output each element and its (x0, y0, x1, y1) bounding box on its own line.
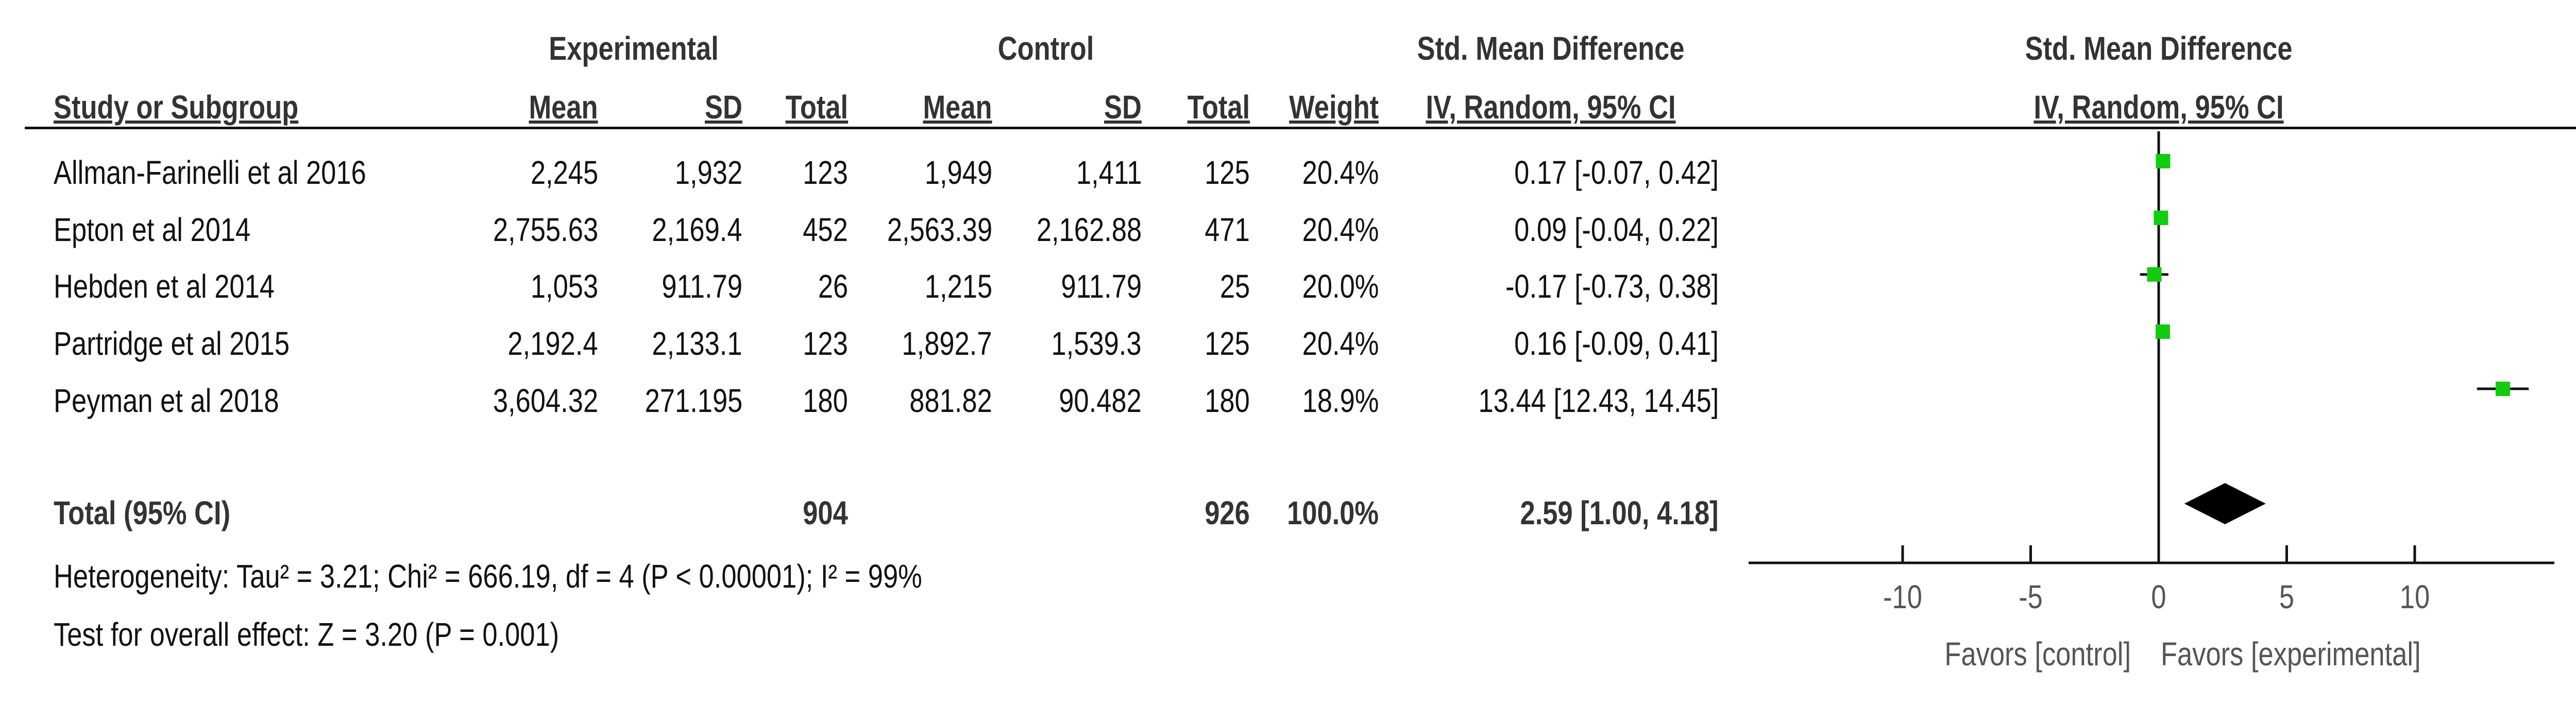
exp-mean: 2,245 (530, 154, 598, 191)
ctl-sd: 1,411 (1076, 154, 1142, 191)
ci-text: 0.09 [-0.04, 0.22] (1514, 211, 1719, 248)
ci-text: 0.16 [-0.09, 0.41] (1514, 325, 1719, 362)
header-rule (25, 127, 2576, 129)
study-name: Hebden et al 2014 (54, 268, 275, 305)
ctl-sd: 2,162.88 (1036, 211, 1142, 248)
ci-text: 13.44 [12.43, 14.45] (1478, 382, 1719, 419)
exp-sd: 2,133.1 (652, 325, 742, 362)
exp-total: 452 (803, 211, 848, 248)
x-tick-label: 5 (2279, 579, 2294, 615)
study-point-estimate (2154, 211, 2168, 225)
exp-sd: 911.79 (662, 268, 742, 305)
exp-total: 123 (803, 325, 848, 362)
heterogeneity-text: Heterogeneity: Tau² = 3.21; Chi² = 666.1… (54, 558, 922, 595)
ctl-mean: 1,892.7 (902, 325, 992, 362)
exp-total: 26 (818, 268, 848, 305)
study-point-estimate (2155, 324, 2170, 339)
exp-sd: 271.195 (645, 382, 742, 419)
exp-mean: 2,192.4 (507, 325, 598, 362)
study-point-estimate (2495, 382, 2510, 396)
weight: 20.4% (1302, 325, 1379, 362)
favors-control-label: Favors [control] (1944, 635, 2131, 673)
weight: 18.9% (1302, 382, 1379, 419)
header-method: IV, Random, 95% CI (1426, 89, 1676, 126)
total-ci-text: 2.59 [1.00, 4.18] (1520, 494, 1719, 531)
weight: 20.4% (1302, 211, 1379, 248)
ctl-total: 125 (1205, 325, 1250, 362)
study-markers (2140, 154, 2529, 396)
total-label: Total (95% CI) (54, 494, 231, 531)
ctl-sd: 90.482 (1059, 382, 1142, 419)
study-name: Epton et al 2014 (54, 211, 251, 248)
x-tick-label: -10 (1883, 579, 1922, 615)
x-tick-label: 0 (2151, 579, 2166, 615)
header-ctl-mean: Mean (923, 89, 992, 126)
plot-header-method: IV, Random, 95% CI (2033, 89, 2284, 126)
exp-mean: 1,053 (530, 268, 598, 305)
ctl-total: 125 (1205, 154, 1250, 191)
header-exp-mean: Mean (529, 89, 598, 126)
overall-effect-text: Test for overall effect: Z = 3.20 (P = 0… (54, 616, 560, 653)
ctl-mean: 1,949 (924, 154, 992, 191)
header-std-mean-difference: Std. Mean Difference (1417, 30, 1685, 67)
exp-total: 180 (803, 382, 848, 419)
header-exp-sd: SD (705, 89, 742, 126)
total-weight: 100.0% (1287, 494, 1379, 531)
header-control: Control (997, 30, 1094, 67)
ctl-total: 180 (1205, 382, 1250, 419)
x-axis-ticks (1901, 545, 2416, 563)
weight: 20.0% (1302, 268, 1379, 305)
exp-total: 123 (803, 154, 848, 191)
header-exp-total: Total (785, 89, 848, 126)
pooled-estimate-diamond (2184, 483, 2266, 524)
exp-sd: 2,169.4 (652, 211, 742, 248)
ci-text: 0.17 [-0.07, 0.42] (1514, 154, 1719, 191)
x-axis-tick-labels: -10 -5 0 5 10 (1883, 579, 2430, 615)
total-exp-total: 904 (803, 494, 848, 531)
exp-mean: 2,755.63 (493, 211, 598, 248)
plot-header-std-mean-difference: Std. Mean Difference (2025, 30, 2293, 67)
ctl-total: 471 (1205, 211, 1250, 248)
header-ctl-total: Total (1187, 89, 1250, 126)
exp-sd: 1,932 (674, 154, 742, 191)
ctl-sd: 1,539.3 (1051, 325, 1142, 362)
ctl-mean: 1,215 (924, 268, 992, 305)
header-weight: Weight (1289, 89, 1379, 126)
ctl-sd: 911.79 (1061, 268, 1142, 305)
weight: 20.4% (1302, 154, 1379, 191)
study-name: Peyman et al 2018 (54, 382, 279, 419)
ci-text: -0.17 [-0.73, 0.38] (1505, 268, 1719, 305)
ctl-mean: 2,563.39 (887, 211, 992, 248)
study-name: Allman-Farinelli et al 2016 (54, 154, 366, 191)
total-ctl-total: 926 (1205, 494, 1250, 531)
study-point-estimate (2156, 154, 2171, 168)
header-ctl-sd: SD (1104, 89, 1142, 126)
x-tick-label: 10 (2400, 579, 2430, 615)
ctl-total: 25 (1219, 268, 1250, 305)
ctl-mean: 881.82 (909, 382, 992, 419)
header-study-or-subgroup: Study or Subgroup (54, 89, 299, 126)
header-experimental: Experimental (549, 30, 719, 67)
exp-mean: 3,604.32 (493, 382, 598, 419)
study-name: Partridge et al 2015 (54, 325, 290, 362)
study-point-estimate (2147, 267, 2162, 282)
favors-experimental-label: Favors [experimental] (2161, 635, 2421, 673)
x-tick-label: -5 (2019, 579, 2043, 615)
